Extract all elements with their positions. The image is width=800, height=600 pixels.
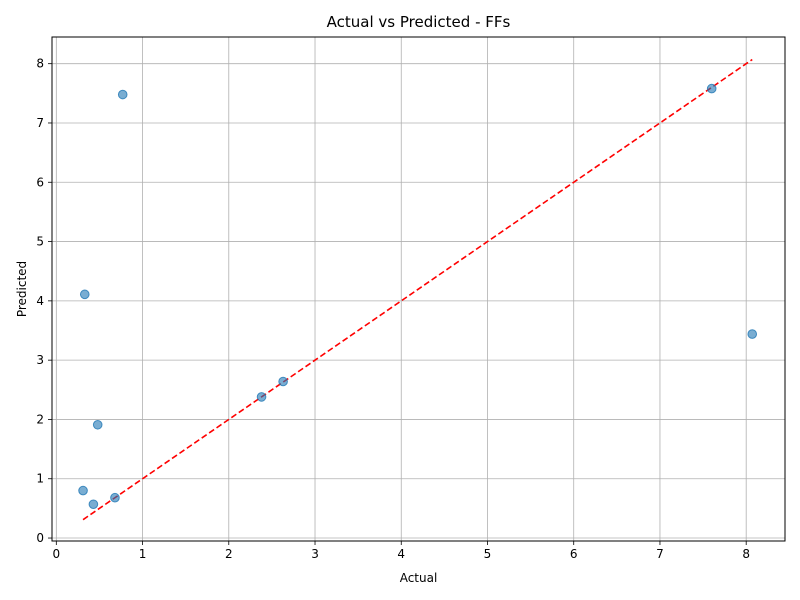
scatter-point bbox=[110, 492, 120, 503]
x-tick-label: 4 bbox=[397, 547, 405, 561]
grid bbox=[52, 37, 785, 541]
x-axis-ticks: 0 1 2 3 4 5 6 7 8 bbox=[52, 541, 750, 561]
y-axis-ticks: 0 1 2 3 4 5 6 7 8 bbox=[36, 57, 52, 545]
scatter-point bbox=[278, 376, 288, 387]
scatter-point bbox=[747, 329, 758, 339]
y-tick-label: 1 bbox=[36, 472, 44, 486]
x-tick-label: 6 bbox=[570, 547, 578, 561]
scatter-point bbox=[92, 419, 103, 430]
chart-title: Actual vs Predicted - FFs bbox=[327, 13, 511, 31]
y-tick-label: 2 bbox=[36, 412, 44, 426]
x-tick-label: 5 bbox=[484, 547, 492, 561]
x-tick-label: 1 bbox=[139, 547, 147, 561]
plot-frame bbox=[51, 36, 786, 542]
x-tick-label: 2 bbox=[225, 547, 233, 561]
y-tick-label: 7 bbox=[36, 116, 44, 130]
y-tick-label: 0 bbox=[36, 531, 44, 545]
y-tick-label: 4 bbox=[36, 294, 44, 308]
reference-line bbox=[82, 58, 753, 521]
y-axis-label: Predicted bbox=[15, 261, 29, 317]
scatter-point bbox=[88, 499, 99, 510]
scatter-point bbox=[706, 83, 717, 94]
x-tick-label: 0 bbox=[52, 547, 60, 561]
scatter-point bbox=[79, 289, 90, 300]
y-tick-label: 5 bbox=[36, 235, 44, 249]
y-tick-label: 3 bbox=[36, 353, 44, 367]
y-tick-label: 8 bbox=[36, 57, 44, 71]
scatter-point bbox=[78, 485, 88, 496]
x-axis-label: Actual bbox=[400, 571, 438, 585]
x-tick-label: 8 bbox=[742, 547, 750, 561]
x-tick-label: 3 bbox=[311, 547, 319, 561]
x-tick-label: 7 bbox=[656, 547, 664, 561]
scatter-point bbox=[256, 392, 267, 402]
scatter-point bbox=[117, 89, 128, 100]
reference-line-layer bbox=[82, 58, 753, 521]
y-tick-label: 6 bbox=[36, 175, 44, 189]
scatter-points bbox=[78, 83, 758, 510]
